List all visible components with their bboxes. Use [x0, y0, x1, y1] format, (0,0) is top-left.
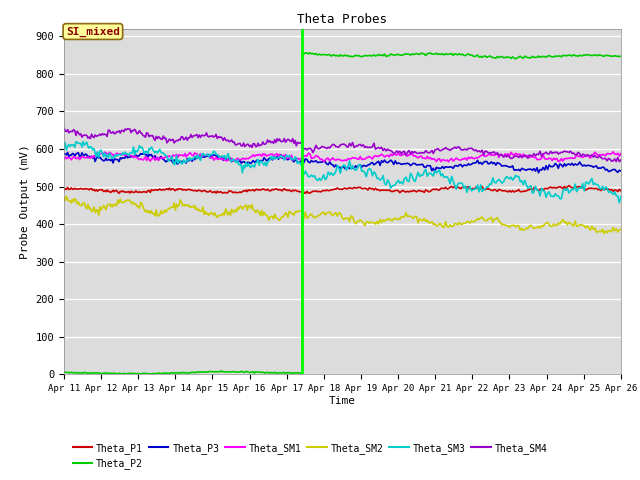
- Theta_P3: [617, 168, 625, 174]
- Theta_SM2: [617, 227, 625, 232]
- Theta_SM1: [530, 155, 538, 160]
- Text: SI_mixed: SI_mixed: [66, 26, 120, 36]
- Theta_SM4: [60, 125, 68, 131]
- Line: Theta_P3: Theta_P3: [64, 152, 621, 173]
- Theta_P3: [530, 166, 538, 171]
- Theta_SM1: [532, 154, 540, 160]
- Theta_P2: [118, 372, 125, 377]
- Theta_SM1: [617, 151, 625, 156]
- Theta_SM2: [74, 201, 81, 207]
- Theta_P1: [301, 191, 309, 196]
- Theta_SM4: [72, 132, 80, 138]
- Theta_SM3: [264, 159, 271, 165]
- Theta_SM2: [253, 207, 260, 213]
- Theta_P2: [72, 370, 80, 375]
- Theta_SM3: [530, 189, 538, 195]
- X-axis label: Time: Time: [329, 396, 356, 406]
- Theta_SM4: [151, 137, 159, 143]
- Theta_SM2: [600, 230, 608, 236]
- Theta_P1: [530, 185, 538, 191]
- Theta_P1: [72, 186, 80, 192]
- Theta_P2: [533, 54, 541, 60]
- Theta_SM3: [617, 194, 625, 200]
- Theta_P1: [565, 183, 573, 189]
- Line: Theta_SM2: Theta_SM2: [64, 196, 621, 233]
- Theta_SM1: [445, 159, 452, 165]
- Theta_SM1: [262, 153, 270, 159]
- Theta_P1: [532, 185, 540, 191]
- Theta_P2: [264, 370, 271, 375]
- Theta_SM4: [262, 140, 270, 146]
- Line: Theta_SM1: Theta_SM1: [64, 152, 621, 162]
- Theta_P2: [253, 369, 260, 375]
- Theta_P2: [303, 50, 311, 56]
- Theta_SM4: [252, 144, 259, 149]
- Theta_SM3: [532, 183, 540, 189]
- Theta_SM2: [63, 193, 70, 199]
- Theta_P3: [60, 150, 68, 156]
- Theta_SM2: [60, 195, 68, 201]
- Theta_P1: [151, 187, 159, 192]
- Theta_SM3: [152, 148, 160, 154]
- Line: Theta_P1: Theta_P1: [64, 186, 621, 193]
- Theta_SM1: [72, 156, 80, 162]
- Theta_SM1: [609, 149, 617, 155]
- Theta_SM1: [252, 153, 259, 158]
- Theta_SM3: [253, 159, 260, 165]
- Line: Theta_P2: Theta_P2: [64, 53, 621, 374]
- Theta_P3: [64, 149, 72, 155]
- Theta_SM2: [152, 207, 160, 213]
- Theta_SM3: [616, 200, 623, 205]
- Theta_SM3: [79, 139, 87, 144]
- Theta_SM4: [529, 153, 536, 159]
- Theta_P3: [532, 168, 540, 174]
- Theta_P3: [152, 156, 160, 161]
- Theta_SM3: [72, 139, 80, 144]
- Title: Theta Probes: Theta Probes: [298, 13, 387, 26]
- Theta_SM4: [617, 157, 625, 163]
- Theta_P3: [264, 157, 271, 163]
- Theta_P1: [617, 188, 625, 194]
- Theta_P1: [262, 187, 270, 193]
- Theta_SM3: [60, 146, 68, 152]
- Theta_SM4: [530, 151, 538, 156]
- Theta_P1: [252, 187, 259, 192]
- Theta_P3: [74, 150, 81, 156]
- Line: Theta_SM3: Theta_SM3: [64, 142, 621, 203]
- Theta_P2: [152, 371, 160, 377]
- Legend: Theta_P1, Theta_P2, Theta_P3, Theta_SM1, Theta_SM2, Theta_SM3, Theta_SM4: Theta_P1, Theta_P2, Theta_P3, Theta_SM1,…: [69, 439, 551, 473]
- Theta_SM2: [532, 225, 540, 231]
- Theta_SM2: [530, 226, 538, 231]
- Theta_P3: [253, 157, 260, 163]
- Theta_P3: [534, 170, 542, 176]
- Theta_SM2: [264, 214, 271, 219]
- Line: Theta_SM4: Theta_SM4: [64, 128, 621, 162]
- Theta_SM1: [151, 157, 159, 163]
- Theta_P2: [617, 53, 625, 59]
- Theta_SM4: [612, 159, 620, 165]
- Y-axis label: Probe Output (mV): Probe Output (mV): [20, 144, 30, 259]
- Theta_P1: [60, 187, 68, 192]
- Theta_P2: [532, 55, 540, 60]
- Theta_SM1: [60, 156, 68, 162]
- Theta_P2: [60, 370, 68, 375]
